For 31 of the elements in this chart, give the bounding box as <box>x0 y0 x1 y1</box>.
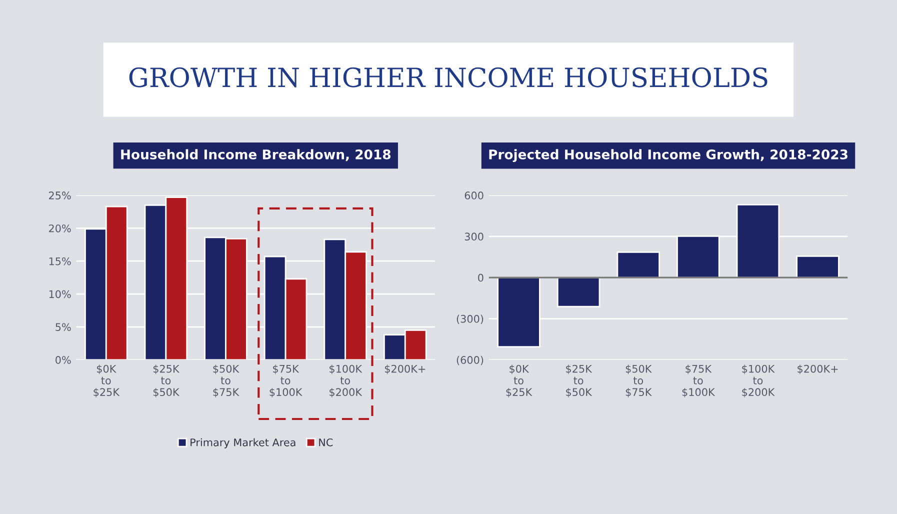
x-tick-label: $50K to $75K <box>213 364 240 398</box>
legend-label: Primary Market Area <box>190 438 296 448</box>
y-tick-label: (300) <box>456 314 484 324</box>
x-tick-label: $25K to $50K <box>153 364 180 398</box>
bar <box>796 255 840 278</box>
chart-title: Household Income Breakdown, 2018 <box>121 149 391 162</box>
y-tick-label: (600) <box>456 356 484 366</box>
chart-title: Projected Household Income Growth, 2018-2023 <box>489 149 848 162</box>
x-tick-label: $0K to $25K <box>94 364 120 398</box>
y-tick-label: 20% <box>48 224 71 232</box>
x-tick-label: $200K+ <box>798 364 838 374</box>
y-tick-label: 15% <box>49 257 71 266</box>
bar <box>556 276 600 308</box>
y-tick-label: 10% <box>49 290 71 298</box>
x-tick-label: $75K to $100K <box>270 364 302 398</box>
y-tick-label: 5% <box>56 323 71 332</box>
y-tick-label: 300 <box>464 232 484 241</box>
x-tick-label: $0K to $25K <box>506 364 532 398</box>
y-tick-label: 0 <box>478 274 484 282</box>
bar <box>616 252 660 278</box>
y-tick-label: 25% <box>48 192 71 200</box>
x-tick-label: $100K to $200K <box>742 364 775 398</box>
x-tick-label: $25K to $50K <box>566 364 592 398</box>
y-tick-label: 600 <box>464 192 484 200</box>
x-tick-label: $75K to $100K <box>682 364 716 398</box>
x-tick-label: $200K+ <box>384 364 426 374</box>
legend-label: NC <box>319 438 333 446</box>
x-tick-label: $100K to $200K <box>330 364 362 398</box>
y-tick-label: 0% <box>56 356 71 364</box>
text: GROWTH IN HIGHER INCOME HOUSEHOLDS <box>129 67 768 88</box>
x-tick-label: $50K to $75K <box>626 364 652 398</box>
